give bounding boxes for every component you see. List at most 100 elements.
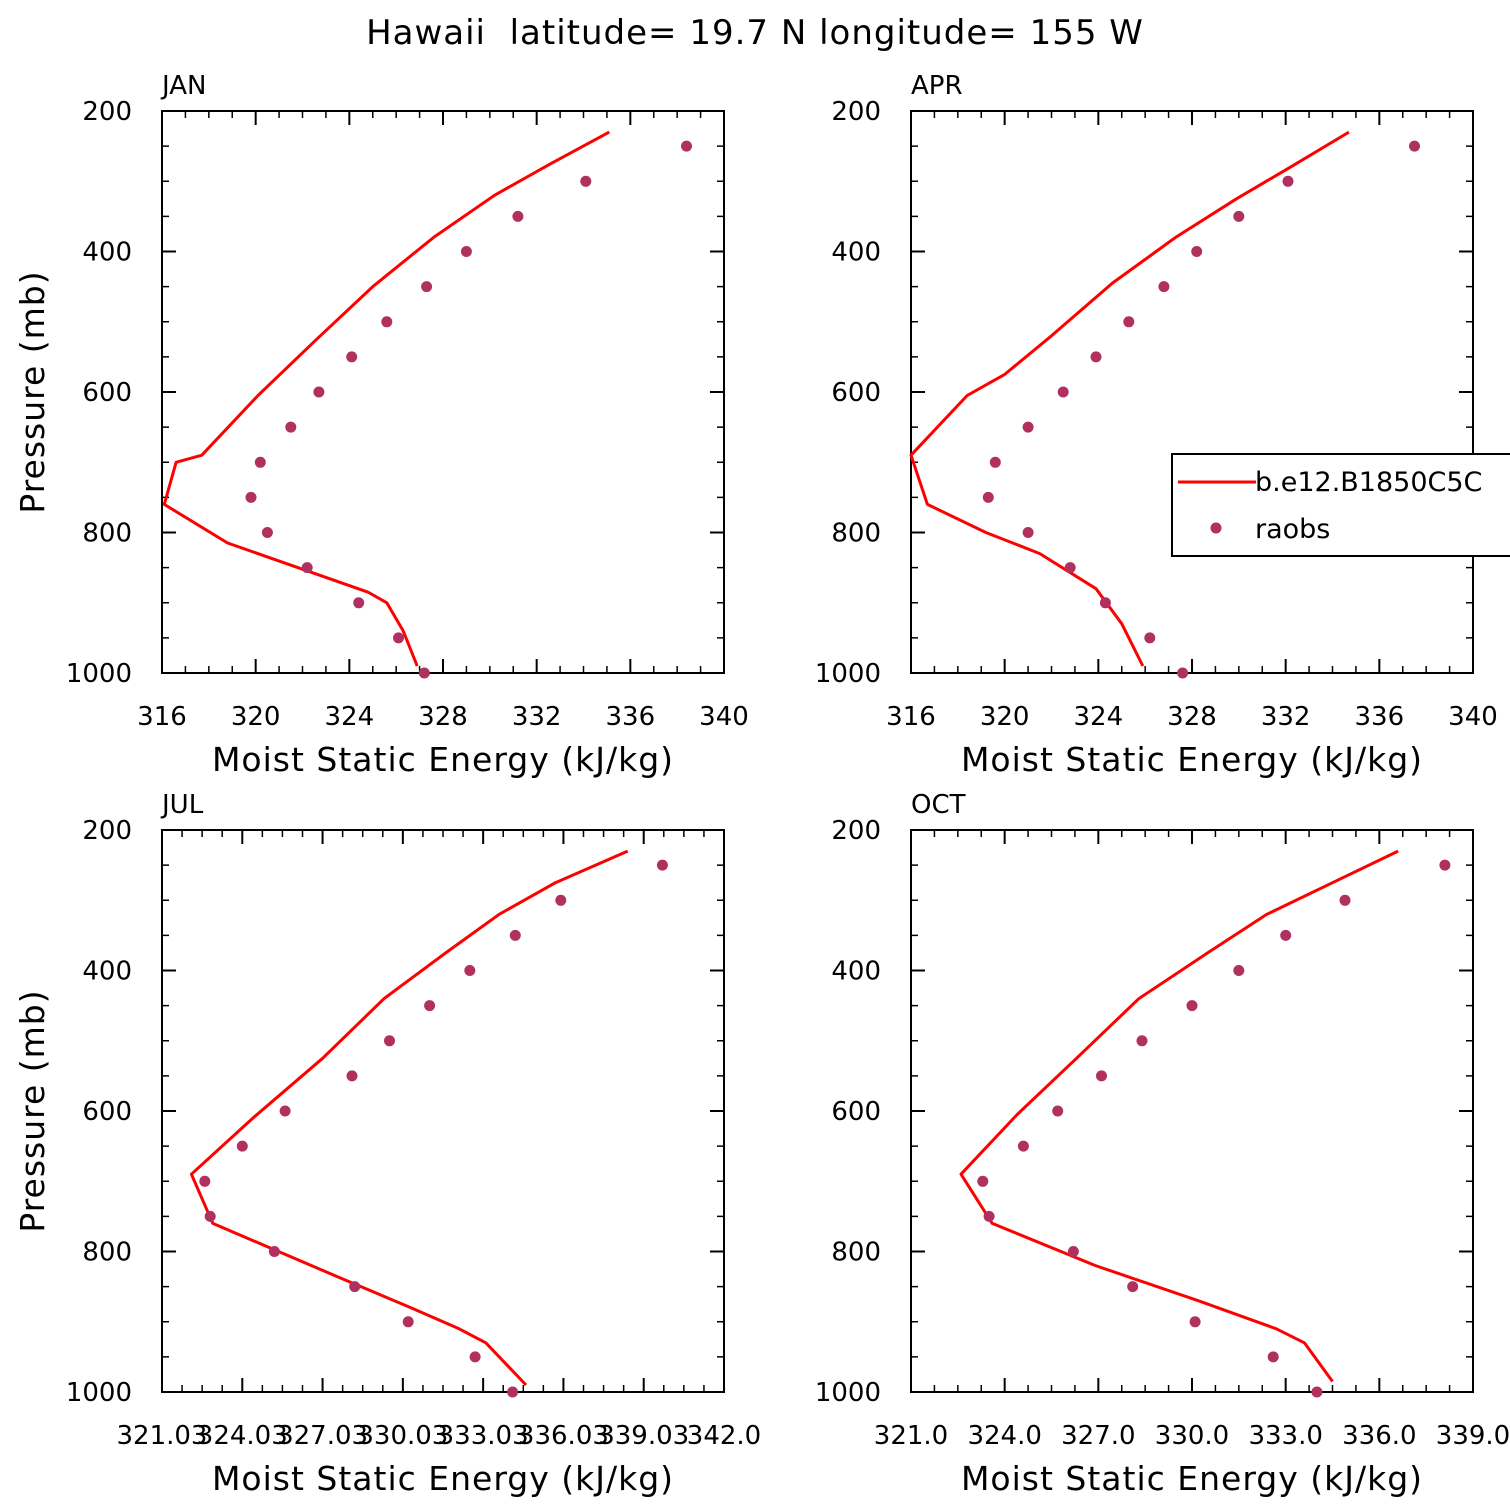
x-tick-label: 321.0	[874, 1421, 948, 1451]
x-tick-label: 333.0	[1248, 1421, 1322, 1451]
raobs-point	[681, 140, 692, 152]
raobs-point	[1267, 1351, 1279, 1363]
raobs-point	[1123, 316, 1135, 328]
raobs-point	[1144, 632, 1156, 644]
raobs-point	[285, 421, 297, 433]
raobs-point	[1189, 1316, 1201, 1328]
raobs-point	[1409, 140, 1420, 152]
y-tick-label: 1000	[815, 659, 881, 689]
raobs-point	[1099, 597, 1111, 609]
raobs-point	[1017, 1140, 1029, 1152]
model-profile-line	[959, 849, 1399, 1383]
raobs-point	[1136, 1035, 1148, 1047]
x-axis-title: Moist Static Energy (kJ/kg)	[212, 740, 674, 779]
raobs-point	[982, 491, 994, 503]
raobs-point	[346, 351, 358, 363]
raobs-point	[1311, 1386, 1323, 1398]
panel-label: APR	[911, 71, 963, 101]
model-profile-line	[162, 130, 611, 667]
x-tick-label: 320	[980, 702, 1030, 732]
raobs-point	[204, 1210, 216, 1222]
raobs-point	[1022, 527, 1034, 538]
raobs-point	[384, 1035, 395, 1047]
raobs-point	[983, 1210, 995, 1222]
x-tick-label: 320	[231, 702, 281, 732]
x-tick-label: 330.03	[357, 1421, 448, 1451]
raobs-point	[1022, 421, 1034, 433]
y-tick-label: 200	[82, 97, 132, 127]
y-tick-label: 800	[82, 519, 132, 549]
y-axis-title: Pressure (mb)	[13, 270, 52, 513]
raobs-point	[464, 965, 476, 976]
x-tick-label: 328	[1167, 702, 1217, 732]
raobs-point	[402, 1316, 414, 1328]
raobs-point	[1127, 1281, 1139, 1293]
y-tick-label: 400	[831, 238, 881, 268]
raobs-point	[460, 246, 472, 257]
x-axis-title: Moist Static Energy (kJ/kg)	[212, 1459, 674, 1498]
raobs-point	[261, 527, 273, 538]
raobs-point	[393, 632, 404, 644]
raobs-point	[1233, 965, 1245, 976]
raobs-point	[1096, 1070, 1107, 1082]
legend-entry-model: b.e12.B1850C5C	[1255, 467, 1482, 498]
y-tick-label: 200	[82, 816, 132, 846]
x-tick-label: 316	[886, 702, 936, 732]
x-tick-label: 332	[512, 702, 562, 732]
chart-panel-jul: JUL321.03324.03327.03330.03333.03336.033…	[13, 790, 761, 1498]
raobs-point	[313, 386, 325, 398]
x-tick-label: 336	[606, 702, 656, 732]
raobs-point	[507, 1386, 519, 1398]
y-tick-label: 200	[831, 816, 881, 846]
raobs-point	[418, 667, 430, 679]
y-tick-label: 1000	[66, 659, 132, 689]
raobs-point	[245, 491, 257, 503]
chart-panel-jan: JAN 316 320 324 328 332 336 340 200 400 600 800 1000…	[13, 71, 749, 779]
raobs-point	[1191, 246, 1203, 257]
x-tick-label: 324	[325, 702, 375, 732]
raobs-point	[346, 1070, 358, 1082]
raobs-point	[1280, 929, 1292, 941]
x-tick-label: 327.03	[277, 1421, 368, 1451]
panel-label: JAN	[160, 71, 206, 101]
model-profile-line	[189, 849, 629, 1387]
raobs-point	[1233, 210, 1245, 222]
raobs-point	[580, 175, 592, 187]
chart-panel-oct: OCT 321.0 324.0 327.0 330.0 333.0 336.0 339.0 20…	[815, 790, 1510, 1498]
raobs-point	[1439, 859, 1451, 871]
raobs-point	[1186, 1000, 1198, 1012]
y-tick-label: 1000	[815, 1378, 881, 1408]
x-tick-label: 340	[1448, 702, 1498, 732]
raobs-point	[424, 1000, 436, 1012]
x-axis-title: Moist Static Energy (kJ/kg)	[961, 740, 1423, 779]
x-tick-label: 324.03	[197, 1421, 288, 1451]
figure-title: Hawaii latitude= 19.7 N longitude= 155 W	[366, 13, 1144, 53]
x-tick-label: 324.0	[967, 1421, 1041, 1451]
x-tick-label: 339.0	[1436, 1421, 1510, 1451]
x-tick-label: 316	[137, 702, 187, 732]
x-tick-label: 340	[699, 702, 749, 732]
raobs-point	[989, 456, 1001, 468]
y-tick-label: 600	[831, 378, 881, 408]
legend: b.e12.B1850C5C raobs	[1171, 453, 1510, 557]
legend-point-swatch	[1210, 522, 1222, 534]
raobs-point	[1052, 1105, 1064, 1117]
legend-box	[1171, 453, 1510, 557]
y-tick-label: 800	[82, 1238, 132, 1268]
raobs-point	[469, 1351, 481, 1363]
y-tick-label: 400	[831, 957, 881, 987]
x-tick-label: 332	[1261, 702, 1311, 732]
x-tick-label: 321.03	[117, 1421, 208, 1451]
raobs-point	[512, 210, 524, 222]
y-tick-label: 400	[82, 238, 132, 268]
raobs-point	[301, 562, 313, 574]
panel-label: JUL	[160, 790, 204, 820]
raobs-point	[1282, 175, 1294, 187]
raobs-point	[1064, 562, 1076, 574]
raobs-point	[254, 456, 266, 468]
raobs-point	[555, 894, 567, 906]
y-tick-label: 400	[82, 957, 132, 987]
raobs-point	[1158, 281, 1170, 293]
y-tick-label: 600	[82, 378, 132, 408]
raobs-point	[1339, 894, 1351, 906]
